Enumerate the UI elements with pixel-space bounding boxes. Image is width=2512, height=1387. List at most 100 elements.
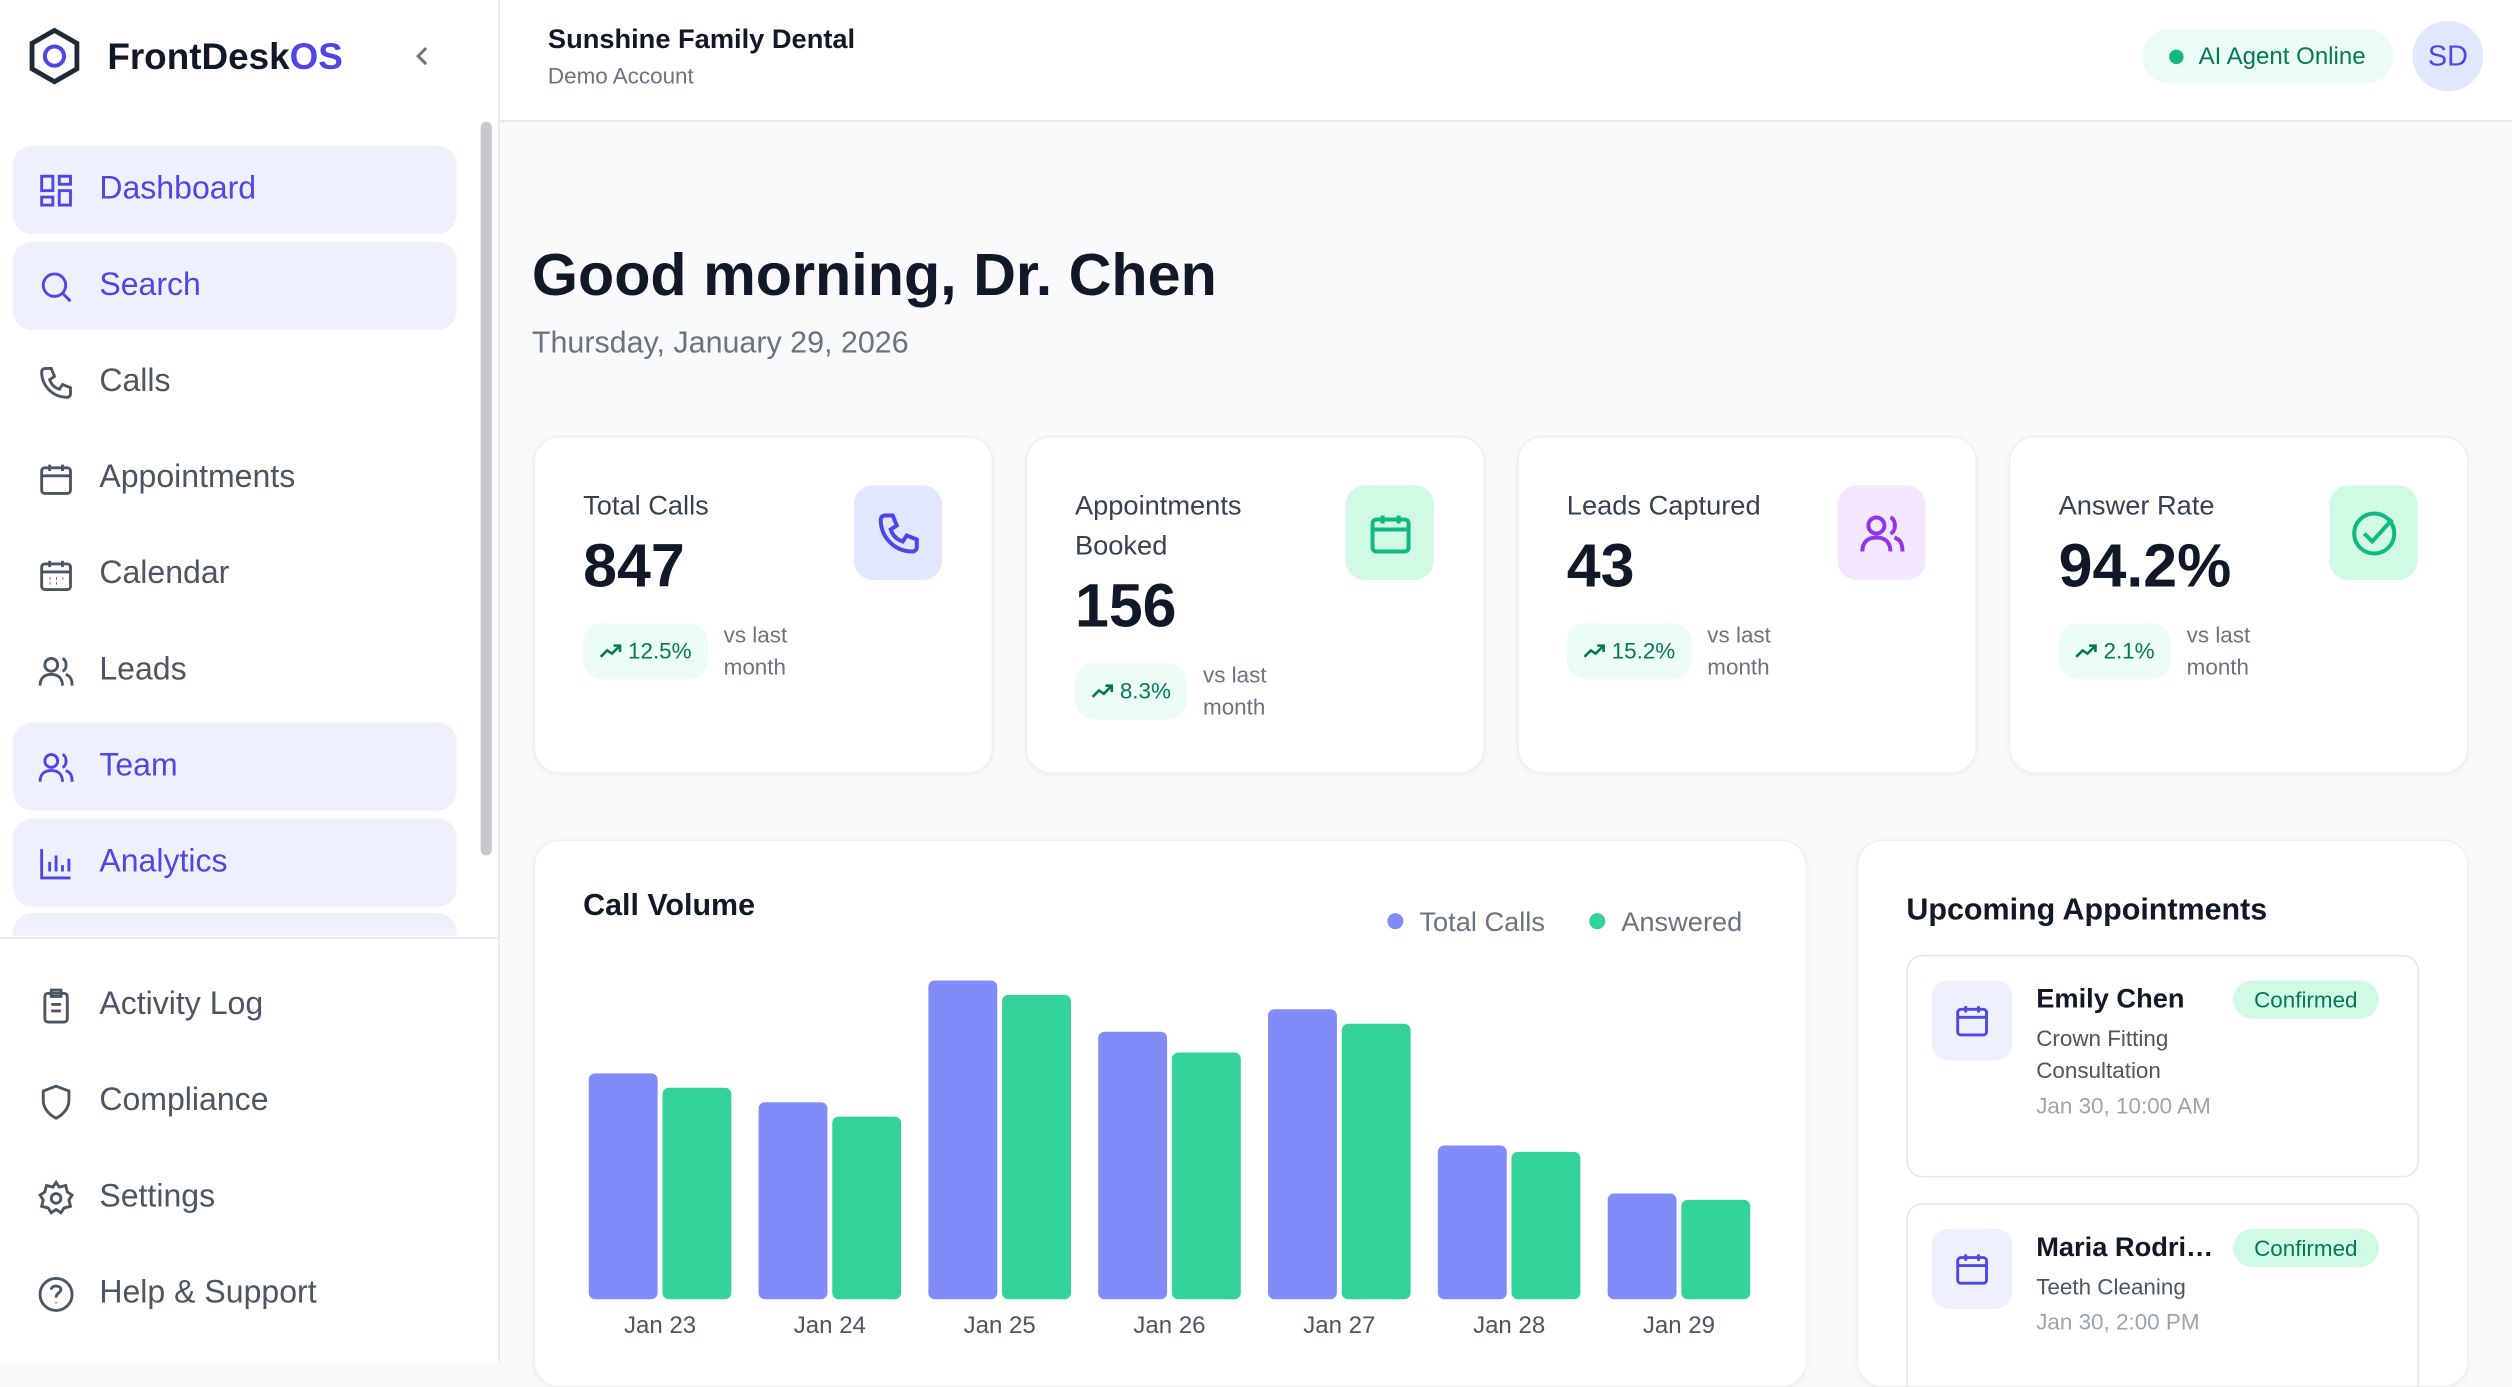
brand-name: FrontDesk (107, 35, 290, 77)
nav-label: Activity Log (99, 986, 264, 1023)
change-value: 15.2% (1611, 636, 1676, 663)
service: Teeth Cleaning (2036, 1273, 2186, 1300)
bar (832, 1116, 902, 1300)
stat-label: Appointments Booked (1074, 490, 1242, 561)
nav-label: Compliance (99, 1082, 269, 1119)
status-badge: AI Agent Online (2141, 28, 2394, 84)
appointments-title: Upcoming Appointments (1906, 893, 2268, 928)
stat-card: Leads Captured 43 15.2% vs last month (1517, 435, 1977, 774)
header: Sunshine Family Dental Demo Account AI A… (499, 0, 2512, 122)
change-pill: 15.2% (1566, 622, 1692, 679)
change-value: 12.5% (627, 636, 692, 663)
appointments-card: Upcoming Appointments Emily Chen Crown F… (1856, 839, 2469, 1387)
appointment-item[interactable]: Emily Chen Crown Fitting Consultation Ja… (1906, 954, 2420, 1178)
collapse-button[interactable] (410, 43, 436, 69)
change-pill: 8.3% (1074, 662, 1187, 719)
nav-label: Calendar (99, 555, 230, 592)
nav-item[interactable]: Search (12, 241, 457, 331)
bar (1341, 1023, 1411, 1300)
nav-label: Calls (99, 363, 171, 399)
x-tick-label: Jan 25 (964, 1312, 1036, 1339)
nav-label: Team (99, 748, 178, 784)
greeting: Good morning, Dr. Chen (531, 241, 1217, 308)
status-badge: Confirmed (2233, 1228, 2379, 1268)
legend-marker (1387, 913, 1404, 930)
x-tick-label: Jan 26 (1133, 1312, 1205, 1339)
nav-item[interactable]: Activity Log (13, 961, 457, 1049)
date: Thursday, January 29, 2026 (531, 326, 909, 361)
practice-name: Sunshine Family Dental (547, 24, 856, 55)
bar (928, 980, 998, 1300)
avatar[interactable]: SD (2412, 20, 2484, 92)
nav-label: Leads (99, 652, 187, 688)
logo (29, 27, 80, 85)
legend-marker (1589, 913, 1606, 930)
bar (1681, 1199, 1751, 1300)
brand-suffix: OS (289, 35, 343, 77)
x-tick-label: Jan 23 (624, 1312, 696, 1339)
stat-value: 156 (1074, 573, 1177, 641)
change-note: vs last month (1707, 621, 1771, 680)
stat-icon (1837, 485, 1926, 580)
divider (0, 937, 499, 939)
scrollbar (480, 121, 492, 856)
bar (1511, 1151, 1581, 1300)
bar (1098, 1031, 1168, 1300)
stat-value: 43 (1566, 533, 1635, 601)
nav-item[interactable]: Analytics (12, 818, 457, 907)
nav-item[interactable]: Settings (13, 1153, 457, 1241)
nav-label: Dashboard (99, 171, 257, 207)
nav-cropped (12, 913, 457, 936)
stat-icon (1345, 485, 1434, 580)
appointment-time: Jan 30, 10:00 AM (2036, 1092, 2211, 1119)
change-value: 8.3% (1119, 676, 1171, 703)
stat-card: Appointments Booked 156 8.3% vs last mon… (1025, 435, 1486, 774)
appointment-time: Jan 30, 2:00 PM (2036, 1308, 2200, 1335)
nav-label: Settings (99, 1179, 216, 1215)
patient-name: Emily Chen (2036, 983, 2185, 1015)
patient-name: Maria Rodri… (2036, 1231, 2214, 1263)
change-note: vs last month (1203, 661, 1267, 720)
bar (1437, 1145, 1507, 1300)
nav-item[interactable]: Calendar (13, 530, 457, 618)
nav-label: Appointments (99, 459, 296, 496)
nav-label: Search (99, 267, 201, 303)
nav-item[interactable]: Team (12, 722, 457, 811)
x-tick-label: Jan 24 (794, 1312, 866, 1339)
bar (1607, 1193, 1677, 1300)
stat-label: Leads Captured (1566, 490, 1761, 521)
change-pill: 2.1% (2058, 622, 2171, 679)
stat-label: Total Calls (583, 490, 709, 521)
nav-item[interactable]: Leads (13, 626, 457, 714)
nav-item[interactable]: Compliance (13, 1057, 457, 1145)
stat-value: 847 (583, 533, 685, 601)
change-note: vs last month (723, 621, 788, 680)
bar (1002, 994, 1071, 1300)
nav-item[interactable]: Help & Support (13, 1250, 457, 1338)
chart: Call Volume Jan 23 Jan 24 Jan 25 Jan 26 Jan … (583, 888, 1751, 1339)
chart-title: Call Volume (583, 888, 755, 922)
bar (758, 1102, 828, 1300)
brand: FrontDeskOS (107, 35, 342, 78)
nav-label: Analytics (99, 844, 228, 880)
appointment-item[interactable]: Maria Rodri… Teeth Cleaning Jan 30, 2:00… (1906, 1203, 2420, 1386)
sidebar: FrontDeskOS Dashboard Search Calls Appointm… (0, 0, 500, 1362)
nav-item[interactable]: Calls (13, 338, 457, 426)
service: Crown Fitting Consultation (2036, 1025, 2169, 1083)
x-tick-label: Jan 28 (1473, 1312, 1545, 1339)
bar (1171, 1052, 1241, 1300)
change-pill: 12.5% (583, 622, 708, 679)
status-badge: Confirmed (2233, 980, 2379, 1019)
x-tick-label: Jan 29 (1643, 1312, 1715, 1339)
bar (1268, 1009, 1337, 1300)
change-note: vs last month (2186, 621, 2251, 680)
stat-icon (2329, 485, 2418, 580)
stat-card: Answer Rate 94.2% 2.1% vs last month (2008, 435, 2469, 774)
legend-label: Total Calls (1419, 906, 1545, 937)
stat-label: Answer Rate (2058, 490, 2215, 521)
nav-item[interactable]: Appointments (13, 434, 457, 522)
chart-card: Call Volume Jan 23 Jan 24 Jan 25 Jan 26 Jan … (533, 839, 1808, 1387)
nav-item[interactable]: Dashboard (12, 145, 457, 234)
